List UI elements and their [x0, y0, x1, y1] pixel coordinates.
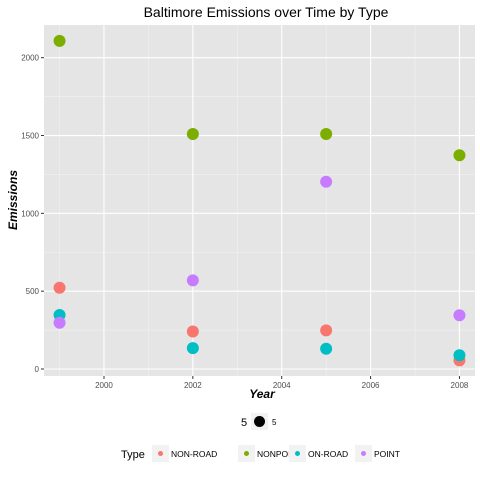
point-on-road [453, 349, 466, 362]
x-tick-label: 2000 [95, 381, 113, 390]
point-non-road [320, 324, 333, 337]
data-points [53, 34, 466, 367]
y-tick-label: 2000 [21, 54, 39, 63]
y-axis-label: Emissions [6, 170, 20, 230]
x-axis-ticks: 2000 2002 2004 2006 2008 [95, 376, 469, 390]
y-tick-label: 1500 [21, 132, 39, 141]
point-on-road [186, 342, 199, 355]
point-nonpoint [53, 34, 66, 47]
point-point [53, 316, 66, 329]
point-non-road [53, 281, 66, 294]
size-legend-label: 5 [241, 417, 247, 429]
point-nonpoint [186, 127, 199, 140]
legend-swatch-nonpoint [244, 451, 249, 456]
size-legend: 5 5 [241, 413, 277, 430]
plot-panel [44, 25, 475, 376]
point-nonpoint [320, 127, 333, 140]
chart-title: Baltimore Emissions over Time by Type [144, 4, 389, 20]
y-tick-label: 500 [26, 287, 40, 296]
legend-swatch-point [361, 451, 366, 456]
legend-label: ON-ROAD [308, 449, 348, 459]
x-tick-label: 2004 [273, 381, 291, 390]
legend-items: NON-ROAD NONPOINT ON-ROAD POINT [152, 445, 400, 462]
point-point [186, 274, 199, 287]
y-tick-label: 1000 [21, 209, 39, 218]
size-legend-dot [254, 416, 265, 427]
point-point [320, 175, 333, 188]
y-axis-ticks: 0 500 1000 1500 2000 [21, 54, 44, 374]
legend-swatch-non-road [158, 451, 163, 456]
legend-label: NON-ROAD [171, 449, 217, 459]
point-on-road [320, 342, 333, 355]
minor-gridlines [44, 25, 475, 376]
legend-swatch-on-road [295, 451, 300, 456]
x-tick-label: 2006 [362, 381, 380, 390]
point-nonpoint [453, 149, 466, 162]
legend-title: Type [121, 449, 145, 461]
type-legend: Type NON-ROAD NONPOINT ON-ROAD POINT [121, 445, 400, 462]
x-tick-label: 2008 [451, 381, 469, 390]
legend-label: NONPOINT [257, 449, 302, 459]
size-legend-value-label: 5 [272, 418, 277, 427]
x-tick-label: 2002 [184, 381, 202, 390]
y-tick-label: 0 [35, 365, 40, 374]
legend-label: POINT [374, 449, 400, 459]
x-axis-label: Year [249, 387, 276, 401]
point-point [453, 309, 466, 322]
point-non-road [186, 325, 199, 338]
